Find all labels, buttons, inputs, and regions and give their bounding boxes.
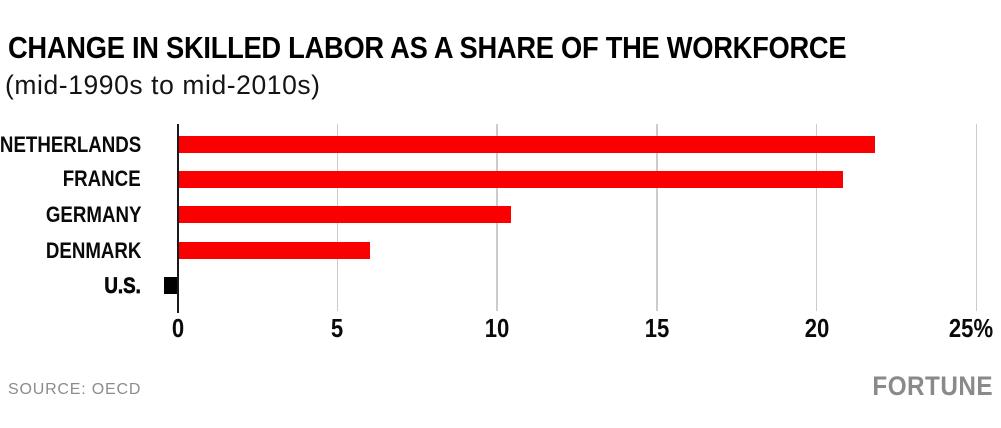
bar [178,170,844,188]
zero-axis [176,124,179,313]
x-tick-label: 15 [644,313,670,343]
category-label: U.S. [104,272,141,298]
x-tick-label: 20 [804,313,829,343]
x-tick-label: 10 [484,313,510,343]
x-tick-label: 25% [949,313,994,343]
bar [178,242,371,259]
category-label: GERMANY [45,201,141,227]
gridline [975,124,978,311]
source-label: SOURCE: OECD [8,381,142,398]
fortune-logo: FORTUNE [872,371,993,401]
gridline [656,124,658,311]
category-label: NETHERLANDS [0,131,141,157]
category-label: DENMARK [45,237,141,263]
chart-subtitle: (mid-1990s to mid-2010s) [5,70,321,100]
x-tick-label: 5 [331,313,344,343]
gridline [815,124,818,311]
bar [178,206,511,223]
bar [178,136,876,153]
x-tick-label: 0 [171,313,184,343]
category-label: FRANCE [63,166,141,191]
bar [163,277,177,294]
chart-title: CHANGE IN SKILLED LABOR AS A SHARE OF TH… [8,30,847,65]
